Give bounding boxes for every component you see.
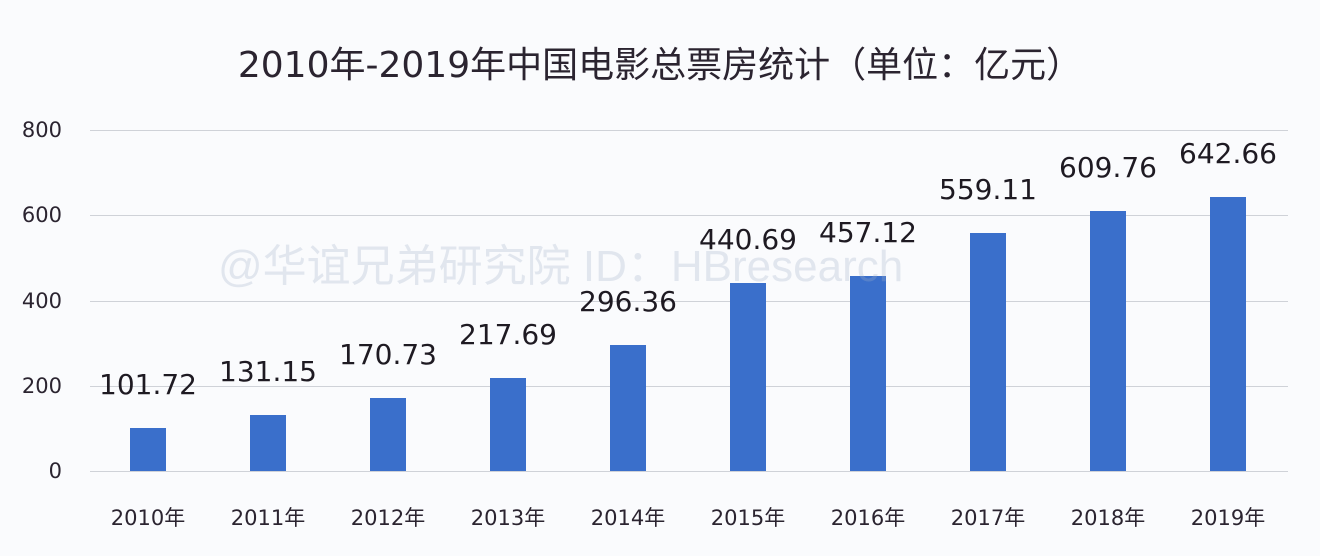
y-tick-label: 800: [21, 118, 62, 142]
value-label: 609.76: [1059, 151, 1157, 185]
bar: [130, 427, 166, 471]
bar: [1210, 197, 1246, 471]
y-tick-label: 0: [48, 459, 62, 483]
gridline: [90, 215, 1288, 217]
value-label: 170.73: [339, 338, 437, 372]
bar: [370, 398, 406, 471]
y-tick-label: 200: [21, 373, 62, 398]
bar: [610, 344, 646, 471]
bar: [850, 276, 886, 471]
x-tick-label: 2012年: [350, 506, 426, 530]
gridline: [90, 471, 1288, 472]
x-tick-label: 2016年: [830, 506, 906, 530]
bar: [1090, 211, 1126, 471]
x-tick-label: 2011年: [230, 506, 306, 530]
value-label: 440.69: [699, 223, 797, 257]
x-tick-label: 2014年: [590, 506, 666, 530]
chart-title: 2010年-2019年中国电影总票房统计（单位：亿元）: [237, 45, 1083, 86]
x-tick-label: 2017年: [950, 506, 1026, 530]
gridline: [90, 130, 1288, 131]
gridline: [90, 300, 1288, 302]
bar: [490, 378, 526, 471]
value-label: 101.72: [99, 367, 197, 401]
value-label: 296.36: [579, 284, 677, 318]
bar: [970, 232, 1006, 471]
gridline: [90, 385, 1288, 387]
value-label: 457.12: [819, 216, 917, 250]
value-label: 559.11: [939, 172, 1037, 206]
x-tick-label: 2013年: [470, 506, 546, 530]
y-tick-label: 600: [21, 203, 62, 228]
y-tick-label: 400: [21, 288, 62, 313]
value-label: 642.66: [1179, 137, 1277, 171]
x-tick-label: 2018年: [1070, 506, 1146, 530]
x-tick-label: 2010年: [110, 506, 186, 530]
bar: [250, 415, 286, 471]
x-tick-label: 2019年: [1190, 506, 1266, 530]
value-label: 217.69: [459, 318, 557, 352]
x-tick-label: 2015年: [710, 506, 786, 530]
bar: [730, 283, 766, 471]
value-label: 131.15: [219, 355, 317, 389]
